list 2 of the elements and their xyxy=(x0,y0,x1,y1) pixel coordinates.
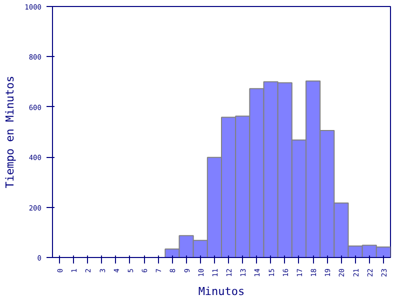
y-axis-title: Tiempo en Minutos xyxy=(4,76,17,188)
x-axis-title: Minutos xyxy=(198,284,245,298)
